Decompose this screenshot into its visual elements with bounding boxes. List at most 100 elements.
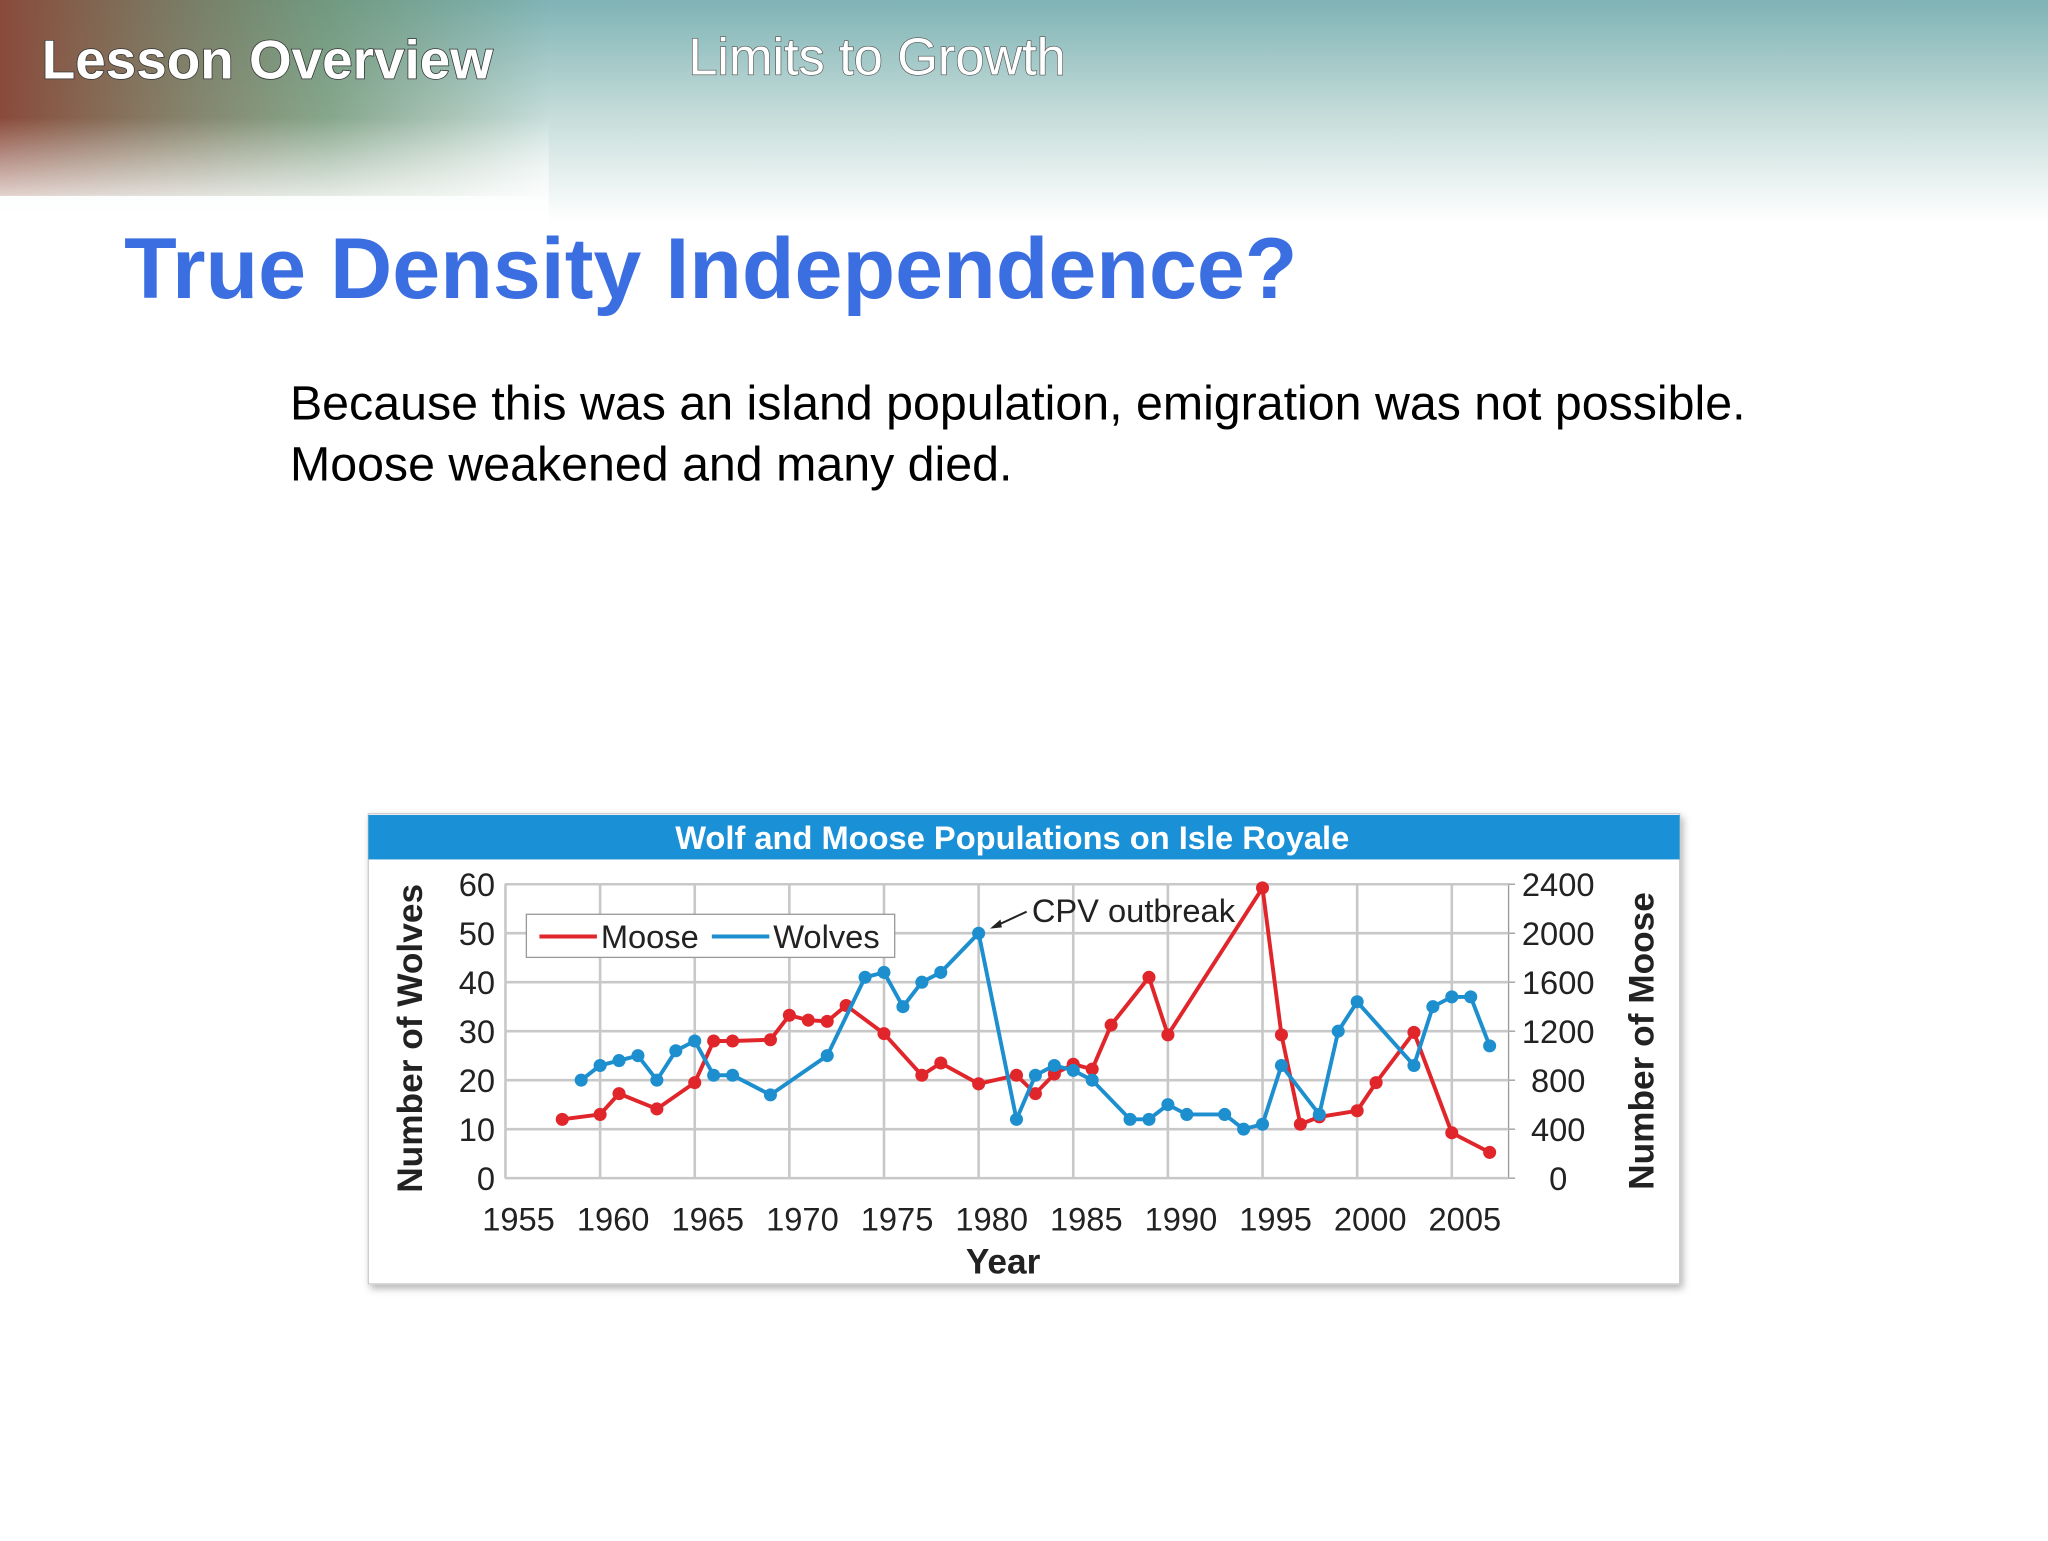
x-tick-label: 1960 [577, 1200, 650, 1237]
x-tick-label: 1975 [861, 1200, 934, 1237]
annotation-arrowhead [990, 919, 1002, 929]
data-point [1009, 1068, 1024, 1082]
data-point [1426, 1000, 1440, 1014]
chart-title-bar [368, 815, 1680, 860]
data-point [1009, 1112, 1024, 1126]
legend-label: Wolves [773, 918, 879, 955]
data-point [612, 1087, 626, 1101]
data-point [1218, 1107, 1232, 1121]
data-point [612, 1054, 626, 1068]
y2-tick-label: 800 [1531, 1062, 1585, 1099]
plot: 1955 1960 1965 1970 1975 1980 1985 1990 1995 2000… [459, 866, 1595, 1237]
data-point [650, 1102, 664, 1116]
data-point [1028, 1087, 1042, 1101]
data-point [1255, 1117, 1270, 1131]
data-point [1047, 1058, 1061, 1072]
data-point [1161, 1098, 1175, 1112]
data-point [1445, 1126, 1459, 1140]
data-point [1274, 1058, 1288, 1072]
legend-label: Moose [601, 918, 699, 955]
data-point [972, 926, 986, 940]
data-point [631, 1049, 645, 1063]
y2-tick-label: 0 [1549, 1160, 1567, 1197]
data-point [1483, 1145, 1497, 1159]
data-point [877, 965, 891, 979]
y-tick-label: 0 [477, 1160, 495, 1197]
data-point [574, 1073, 588, 1087]
data-point [877, 1027, 891, 1041]
data-point [1312, 1107, 1326, 1121]
data-point [688, 1076, 702, 1090]
x-tick-label: 2000 [1334, 1200, 1407, 1237]
data-point [593, 1107, 607, 1121]
y2-tick-label: 1600 [1522, 964, 1595, 1001]
data-point [763, 1088, 777, 1102]
x-axis-label: Year [966, 1242, 1041, 1281]
data-point [820, 1049, 834, 1063]
data-point [1445, 990, 1459, 1004]
data-point [707, 1068, 721, 1082]
data-point [1085, 1073, 1099, 1087]
data-point [1066, 1063, 1080, 1077]
data-point [669, 1044, 683, 1058]
slide-title: True Density Independence? [124, 221, 1297, 317]
data-point [858, 970, 872, 984]
y2-tick-label: 2000 [1522, 915, 1595, 952]
x-tick-label: 1970 [766, 1200, 839, 1237]
y-tick-label: 10 [459, 1111, 495, 1148]
body-text: Moose weakened and many died. [290, 438, 1012, 492]
data-point [1142, 970, 1156, 984]
data-point [972, 1077, 986, 1091]
legend: Moose Wolves [525, 913, 896, 959]
x-tick-label: 2005 [1429, 1200, 1502, 1237]
data-point [1331, 1024, 1345, 1038]
data-point [1350, 1104, 1364, 1118]
data-point [1293, 1117, 1307, 1131]
data-point [820, 1014, 834, 1028]
data-point [801, 1013, 815, 1027]
x-tick-label: 1955 [482, 1200, 555, 1237]
data-point [934, 1056, 948, 1070]
x-tick-label: 1980 [955, 1200, 1028, 1237]
x-tick-label: 1995 [1239, 1200, 1312, 1237]
data-point [896, 1000, 910, 1014]
topic-label: Limits to Growth [688, 28, 1065, 86]
y-tick-label: 60 [459, 866, 495, 903]
data-point [1369, 1076, 1383, 1090]
data-point [1104, 1018, 1118, 1032]
annotation: CPV outbreak [1032, 892, 1236, 929]
y-tick-label: 20 [459, 1062, 495, 1099]
y2-tick-label: 1200 [1522, 1013, 1595, 1050]
data-point [726, 1068, 740, 1082]
data-point [707, 1034, 721, 1048]
data-point [1123, 1112, 1137, 1126]
data-point [1085, 1062, 1099, 1076]
data-point [1407, 1058, 1421, 1072]
y-tick-label: 30 [459, 1013, 495, 1050]
body-text: Because this was an island population, e… [290, 376, 1746, 430]
data-point [915, 1068, 929, 1082]
data-point [763, 1033, 777, 1047]
data-point [1180, 1107, 1194, 1121]
x-tick-label: 1965 [671, 1200, 744, 1237]
data-point [555, 1112, 569, 1126]
y-axis-label: Number of Wolves [391, 884, 430, 1193]
x-tick-label: 1985 [1050, 1200, 1123, 1237]
y2-axis-label: Number of Moose [1623, 892, 1662, 1190]
data-point [915, 975, 929, 989]
data-point [1407, 1025, 1421, 1039]
data-point [1483, 1039, 1497, 1053]
data-point [782, 1008, 796, 1022]
data-point [934, 965, 948, 979]
y-tick-label: 50 [459, 915, 495, 952]
data-point [1350, 995, 1364, 1009]
data-point [688, 1034, 702, 1048]
data-point [1237, 1122, 1251, 1136]
data-point [1274, 1028, 1288, 1042]
y2-tick-label: 2400 [1522, 866, 1595, 903]
header-fade [0, 117, 549, 223]
data-point [1464, 990, 1478, 1004]
data-point [593, 1058, 607, 1072]
